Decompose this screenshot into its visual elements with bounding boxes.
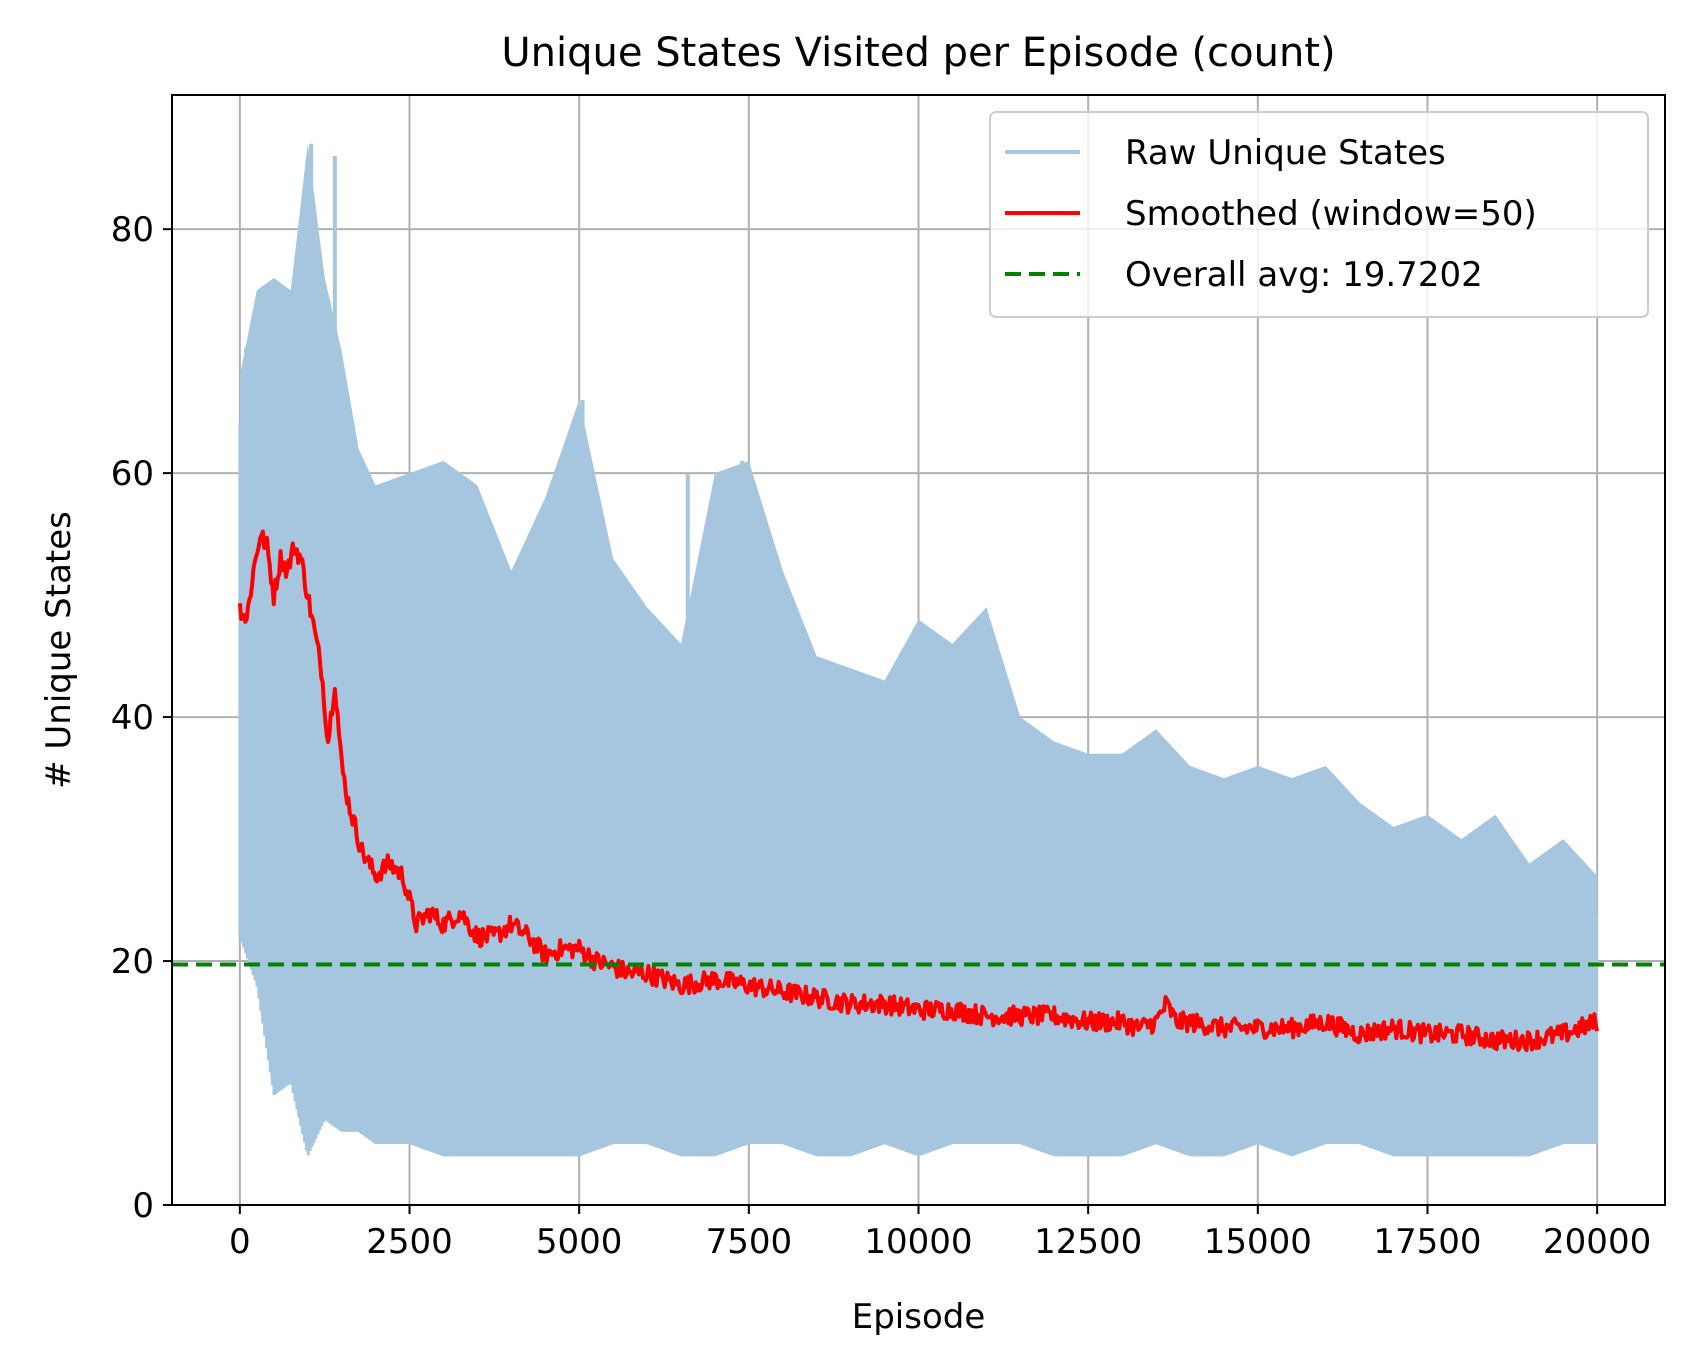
y-tick-label: 0 — [132, 1186, 154, 1226]
x-tick-label: 0 — [229, 1222, 251, 1262]
legend-label: Smoothed (window=50) — [1125, 194, 1537, 234]
raw-series-spikes — [238, 154, 1599, 1157]
legend: Raw Unique States Smoothed (window=50) Ove… — [989, 111, 1649, 318]
x-tick-label: 17500 — [1373, 1222, 1481, 1262]
legend-label: Raw Unique States — [1125, 133, 1446, 173]
ticks: 0 2500 5000 7500 10000 12500 15000 17500 20000 0 2… — [111, 210, 1651, 1262]
smoothed-series-line — [237, 529, 1600, 1053]
legend-box — [989, 111, 1649, 318]
x-axis-label: Episode — [852, 1297, 986, 1337]
y-tick-label: 40 — [111, 698, 154, 738]
y-axis-label: # Unique States — [39, 511, 79, 789]
y-tick-label: 80 — [111, 210, 154, 250]
plot-area — [172, 143, 1665, 1157]
x-tick-label: 2500 — [366, 1222, 453, 1262]
x-tick-label: 5000 — [536, 1222, 623, 1262]
x-tick-label: 15000 — [1204, 1222, 1312, 1262]
x-tick-label: 12500 — [1034, 1222, 1142, 1262]
x-tick-label: 10000 — [864, 1222, 972, 1262]
x-tick-label: 20000 — [1543, 1222, 1651, 1262]
y-tick-label: 60 — [111, 454, 154, 494]
legend-label: Overall avg: 19.7202 — [1125, 255, 1483, 295]
y-tick-label: 20 — [111, 942, 154, 982]
x-tick-label: 7500 — [706, 1222, 793, 1262]
chart-title: Unique States Visited per Episode (count… — [501, 30, 1335, 76]
